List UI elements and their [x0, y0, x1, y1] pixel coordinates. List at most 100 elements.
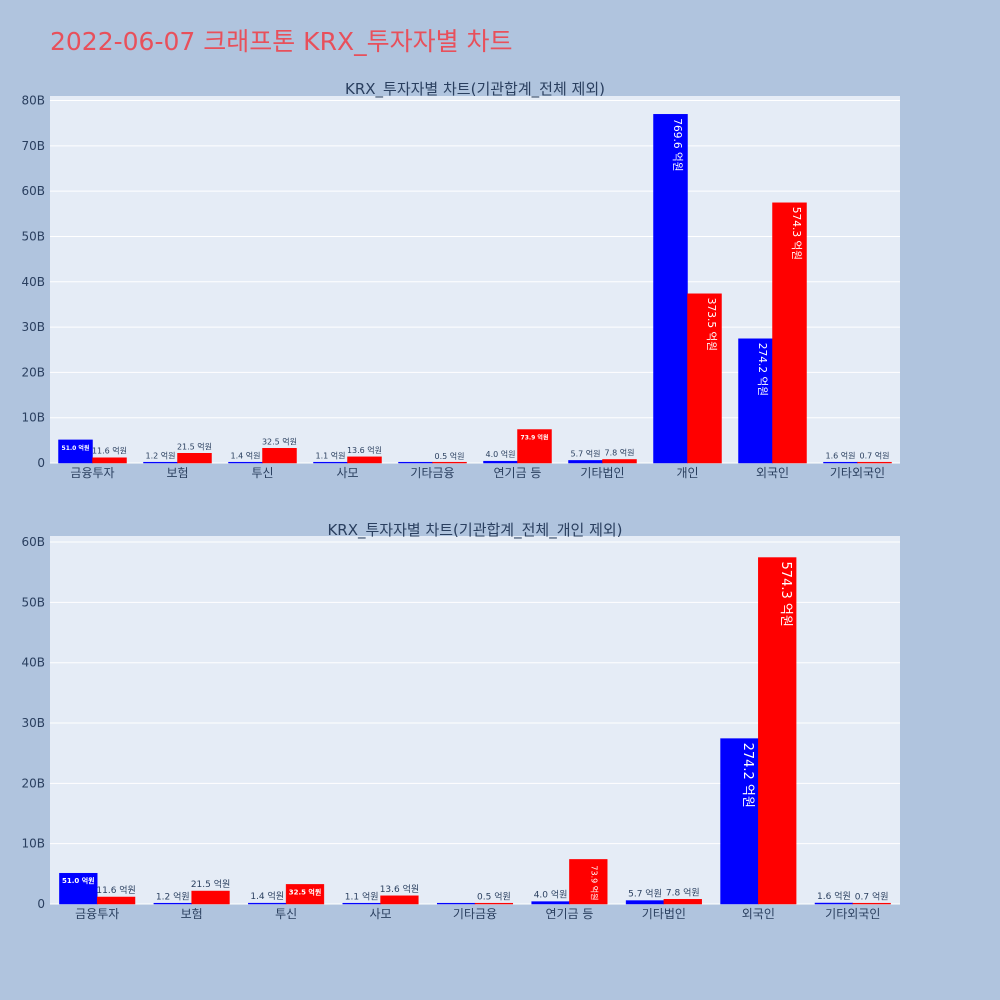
- bar-series2: [517, 429, 552, 464]
- y-tick-label: 60B: [21, 535, 45, 549]
- data-label: 11.6 억원: [92, 446, 127, 456]
- bar-series1: [720, 738, 759, 905]
- page-title: 2022-06-07 크래프톤 KRX_투자자별 차트: [50, 27, 513, 56]
- y-tick-label: 10B: [21, 837, 45, 851]
- bar-series2: [569, 859, 608, 905]
- data-label: 574.3 억원: [790, 207, 802, 260]
- bar-series1: [59, 872, 98, 905]
- data-label: 274.2 억원: [740, 743, 755, 808]
- bar-series1: [58, 439, 93, 464]
- bar-series1: [436, 902, 476, 905]
- data-label: 373.5 억원: [705, 298, 717, 351]
- data-label: 5.7 억원: [628, 888, 662, 900]
- data-label: 0.7 억원: [855, 891, 889, 903]
- x-tick-label: 투신: [275, 907, 297, 921]
- chart-bottom: 0 10B 20B 30B 40B 50B 60B KRX_투자자별 차트(기관합계_전체_개…: [21, 521, 900, 921]
- x-tick-label: 기타금융: [410, 466, 454, 480]
- data-label: 21.5 억원: [177, 441, 212, 451]
- y-tick-label: 40B: [21, 275, 45, 289]
- bar-series1: [248, 902, 287, 905]
- bar-series2: [96, 896, 136, 905]
- bar-series2: [772, 202, 807, 464]
- y-tick-label: 20B: [21, 365, 45, 379]
- x-tick-label: 금융투자: [75, 907, 119, 921]
- data-label: 1.6 억원: [826, 450, 856, 460]
- bar-series2: [602, 459, 637, 464]
- y-tick-label: 30B: [21, 320, 45, 334]
- x-tick-label: 사모: [370, 907, 392, 921]
- data-label: 1.2 억원: [146, 450, 176, 460]
- bar-series2: [687, 293, 722, 464]
- bar-series1: [228, 461, 263, 464]
- x-tick-label: 외국인: [742, 907, 775, 921]
- y-tick-label: 80B: [21, 94, 45, 108]
- x-tick-label: 기타외국인: [825, 907, 880, 921]
- data-label: 5.7 억원: [571, 448, 601, 458]
- bar-series1: [531, 901, 570, 905]
- y-tick-label: 10B: [21, 411, 45, 425]
- bar-series2: [380, 895, 419, 905]
- bar-series2: [474, 902, 514, 905]
- bar-series2: [347, 456, 382, 464]
- data-label: 21.5 억원: [191, 878, 230, 890]
- bar-series1: [814, 902, 854, 905]
- data-label: 4.0 억원: [486, 449, 516, 459]
- bar-series1: [653, 114, 688, 464]
- y-tick-label: 0: [37, 456, 45, 470]
- bar-series2: [92, 457, 127, 464]
- data-label: 1.4 억원: [231, 450, 261, 460]
- data-label: 1.2 억원: [156, 890, 190, 902]
- x-tick-label: 연기금 등: [545, 907, 593, 921]
- bar-series2: [857, 461, 892, 464]
- data-label: 0.5 억원: [477, 891, 511, 903]
- data-label: 13.6 억원: [347, 445, 382, 455]
- y-tick-label: 0: [37, 897, 45, 911]
- data-label: 274.2 억원: [756, 343, 768, 396]
- data-label: 51.0 억원: [62, 444, 90, 452]
- bar-series2: [285, 884, 325, 905]
- data-label: 32.5 억원: [289, 887, 322, 896]
- data-label: 574.3 억원: [778, 562, 793, 627]
- data-label: 73.9 억원: [521, 434, 549, 442]
- y-tick-label: 30B: [21, 716, 45, 730]
- x-tick-label: 기타법인: [580, 466, 624, 480]
- y-tick-label: 50B: [21, 595, 45, 609]
- bar-series2: [852, 902, 891, 905]
- bar-series1: [568, 460, 603, 464]
- x-tick-label: 보험: [181, 907, 203, 921]
- chart-top: 0 10B 20B 30B 40B 50B 60B 70B 80B KRX_투자자별 차트(기관합…: [21, 80, 900, 480]
- bar-series2: [191, 890, 230, 905]
- y-tick-label: 60B: [21, 184, 45, 198]
- x-tick-label: 보험: [166, 466, 188, 480]
- data-label: 1.1 억원: [316, 451, 346, 461]
- y-tick-label: 40B: [21, 656, 45, 670]
- data-label: 769.6 억원: [671, 118, 683, 171]
- bar-series1: [143, 461, 178, 464]
- bar-series1: [483, 460, 518, 464]
- x-tick-label: 개인: [676, 466, 698, 480]
- data-label: 1.6 억원: [817, 890, 851, 902]
- bar-series2: [663, 899, 702, 905]
- bar-series1: [625, 900, 665, 905]
- y-tick-label: 70B: [21, 139, 45, 153]
- bar-series2: [262, 448, 297, 464]
- bar-series1: [153, 902, 192, 905]
- x-tick-label: 기타금융: [453, 907, 497, 921]
- data-label: 1.1 억원: [345, 890, 379, 902]
- bar-series2: [758, 557, 797, 905]
- chart-title: KRX_투자자별 차트(기관합계_전체 제외): [345, 80, 605, 99]
- data-label: 51.0 억원: [62, 876, 95, 885]
- data-label: 0.7 억원: [860, 451, 890, 461]
- data-label: 32.5 억원: [262, 436, 297, 446]
- x-tick-label: 금융투자: [70, 466, 114, 480]
- x-tick-label: 연기금 등: [494, 466, 542, 480]
- chart-title: KRX_투자자별 차트(기관합계_전체_개인 제외): [327, 521, 622, 540]
- data-label: 0.5 억원: [435, 451, 465, 461]
- data-label: 13.6 억원: [380, 883, 419, 895]
- x-tick-label: 사모: [336, 466, 358, 480]
- data-label: 7.8 억원: [666, 886, 700, 898]
- x-tick-label: 기타외국인: [830, 466, 885, 480]
- data-label: 11.6 억원: [96, 884, 135, 896]
- data-label: 4.0 억원: [534, 889, 568, 901]
- x-tick-label: 기타법인: [642, 907, 686, 921]
